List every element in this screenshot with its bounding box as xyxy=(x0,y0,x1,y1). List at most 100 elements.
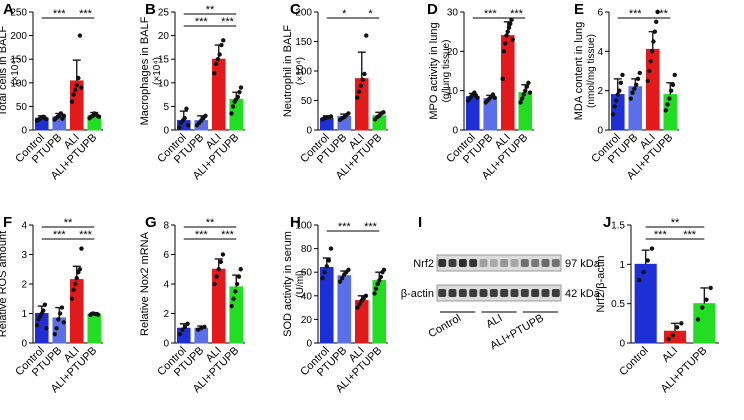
data-point xyxy=(508,21,513,26)
y-tick-label: 5 xyxy=(163,102,169,113)
data-point xyxy=(665,102,670,107)
y-tick-label: 0 xyxy=(306,339,312,350)
data-point xyxy=(235,94,241,100)
data-point xyxy=(505,29,510,34)
sig-label: *** xyxy=(79,229,93,241)
y-axis-title: MDA content in lung xyxy=(573,22,585,120)
data-point xyxy=(360,77,365,83)
data-point xyxy=(524,84,530,89)
y-tick-label: 2 xyxy=(163,309,169,320)
y-tick-label: 1 xyxy=(619,260,625,271)
data-point xyxy=(322,270,327,275)
data-point xyxy=(645,78,651,84)
data-point xyxy=(618,80,624,86)
data-point xyxy=(648,58,653,64)
y-tick-label: 10 xyxy=(447,86,459,97)
data-point xyxy=(216,267,221,272)
blot-band xyxy=(541,259,550,267)
data-point xyxy=(645,258,650,263)
data-point xyxy=(641,270,646,275)
data-point xyxy=(229,303,234,309)
data-point xyxy=(649,246,655,251)
data-point xyxy=(71,287,76,293)
data-point xyxy=(637,277,642,283)
data-point xyxy=(237,90,242,95)
y-tick-label: 6 xyxy=(163,250,169,261)
y-tick-label: 200 xyxy=(295,8,312,19)
data-point xyxy=(236,274,242,279)
data-point xyxy=(339,275,345,281)
data-point xyxy=(57,311,63,316)
data-point xyxy=(612,104,617,109)
bar xyxy=(663,330,687,344)
y-tick-label: 0 xyxy=(163,126,169,137)
sig-label: ** xyxy=(206,217,215,229)
data-point xyxy=(355,95,360,100)
data-point xyxy=(509,17,514,23)
sig-label: *** xyxy=(221,16,235,28)
data-point xyxy=(620,72,625,78)
data-point xyxy=(324,264,329,269)
sig-label: *** xyxy=(364,221,378,233)
y-tick-label: 100 xyxy=(295,221,312,232)
data-point xyxy=(177,331,183,337)
y-tick-label: 20 xyxy=(301,315,313,326)
panel-e: E MDA content in lung (nmol/mg tissue) 0 2 4 6… xyxy=(573,1,679,182)
data-point xyxy=(630,90,635,95)
data-point xyxy=(213,61,219,67)
blot-band xyxy=(458,289,467,297)
y-tick-label: 10 xyxy=(158,78,170,89)
blot-band xyxy=(469,259,478,267)
blot-band xyxy=(551,259,560,267)
data-point xyxy=(373,286,379,291)
bar xyxy=(211,58,226,131)
blot-membrane xyxy=(436,254,562,272)
bar xyxy=(87,313,102,344)
y-tick-label: 0 xyxy=(21,339,27,350)
bar xyxy=(337,275,352,344)
data-point xyxy=(54,326,59,331)
panel-label: C xyxy=(290,1,301,18)
data-point xyxy=(610,112,616,117)
data-point xyxy=(71,92,76,97)
data-point xyxy=(77,267,83,272)
data-point xyxy=(637,70,642,76)
data-point xyxy=(215,57,221,62)
data-point xyxy=(362,71,367,77)
blot-band xyxy=(448,259,457,267)
data-point xyxy=(42,302,48,307)
y-tick-label: 60 xyxy=(301,268,313,279)
sig-label: ** xyxy=(671,217,680,229)
data-point xyxy=(59,305,65,310)
sig-label: ** xyxy=(64,217,73,229)
bar xyxy=(229,286,244,344)
y-axis-unit: (×10⁴) xyxy=(10,57,21,85)
blot-band xyxy=(448,289,457,297)
data-point xyxy=(708,285,713,291)
data-point xyxy=(381,267,387,273)
y-tick-label: 0 xyxy=(597,126,603,137)
data-point xyxy=(632,86,637,91)
data-point xyxy=(510,37,515,42)
data-point xyxy=(504,33,509,38)
y-axis-title: Nrf2/β-actin xyxy=(595,255,607,312)
data-point xyxy=(79,85,84,90)
data-point xyxy=(74,275,79,281)
y-tick-label: 2 xyxy=(21,280,27,291)
sig-label: *** xyxy=(195,16,209,28)
y-tick-label: 150 xyxy=(295,37,312,48)
blot-band xyxy=(510,289,519,297)
data-point xyxy=(695,317,701,322)
blot-band xyxy=(438,259,447,267)
y-tick-label: 250 xyxy=(10,8,27,19)
y-tick-label: 3 xyxy=(21,250,27,261)
sig-label: *** xyxy=(53,8,67,20)
y-tick-label: 50 xyxy=(301,96,313,107)
data-point xyxy=(182,324,188,329)
data-point xyxy=(326,258,332,263)
blot-band xyxy=(489,259,498,267)
data-point xyxy=(613,98,619,103)
